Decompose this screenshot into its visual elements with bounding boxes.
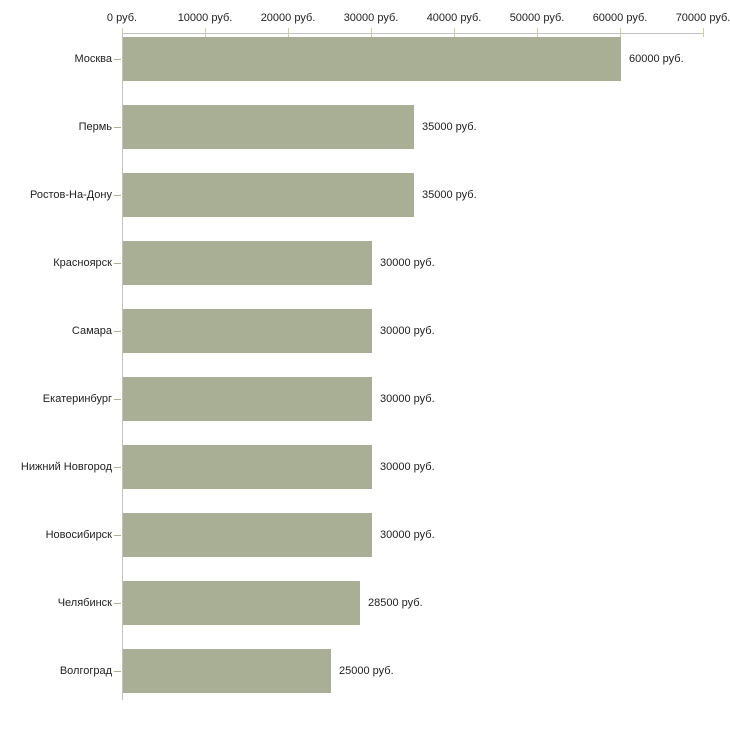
category-tick-mark [114,195,121,196]
x-axis-tick-label: 20000 руб. [260,12,316,24]
category-tick-mark [114,671,121,672]
value-label: 30000 руб. [380,461,435,473]
category-tick-mark [114,535,121,536]
x-axis-tick-mark [288,28,289,37]
category-tick-mark [114,331,121,332]
value-label: 35000 руб. [422,121,477,133]
value-label: 28500 руб. [368,597,423,609]
x-axis-tick-mark [703,28,704,37]
category-label: Красноярск [53,257,112,269]
category-label: Нижний Новгород [20,461,112,473]
category-label: Челябинск [57,597,112,609]
bar [123,445,372,489]
x-axis-tick-mark [371,28,372,37]
bar [123,309,372,353]
x-axis-tick-label: 0 руб. [106,12,138,24]
x-axis-tick-label: 70000 руб. [675,12,730,24]
x-axis-tick-mark [454,28,455,37]
value-label: 30000 руб. [380,529,435,541]
value-label: 25000 руб. [339,665,394,677]
x-axis-tick-mark [122,28,123,37]
value-label: 60000 руб. [629,53,684,65]
category-label: Новосибирск [45,529,112,541]
bar [123,241,372,285]
bar [123,513,372,557]
category-tick-mark [114,603,121,604]
x-axis-tick-label: 30000 руб. [343,12,399,24]
x-axis-tick-label: 50000 руб. [509,12,565,24]
x-axis-tick-label: 60000 руб. [592,12,648,24]
x-axis-tick-label: 40000 руб. [426,12,482,24]
value-label: 35000 руб. [422,189,477,201]
category-label: Самара [71,325,112,337]
value-label: 30000 руб. [380,325,435,337]
category-label: Москва [74,53,112,65]
bar [123,173,414,217]
category-label: Пермь [78,121,112,133]
category-label: Ростов-На-Дону [29,189,112,201]
bar [123,649,331,693]
x-axis-tick-mark [537,28,538,37]
category-label: Волгоград [59,665,112,677]
x-axis-line [122,33,703,34]
y-axis-line [122,33,123,700]
category-label: Екатеринбург [42,393,112,405]
bar [123,105,414,149]
value-label: 30000 руб. [380,393,435,405]
bar [123,37,621,81]
x-axis-tick-label: 10000 руб. [177,12,233,24]
category-tick-mark [114,467,121,468]
category-tick-mark [114,399,121,400]
value-label: 30000 руб. [380,257,435,269]
bar [123,377,372,421]
category-tick-mark [114,263,121,264]
bar [123,581,360,625]
x-axis-tick-mark [620,28,621,37]
x-axis-tick-mark [205,28,206,37]
category-tick-mark [114,127,121,128]
category-tick-mark [114,59,121,60]
